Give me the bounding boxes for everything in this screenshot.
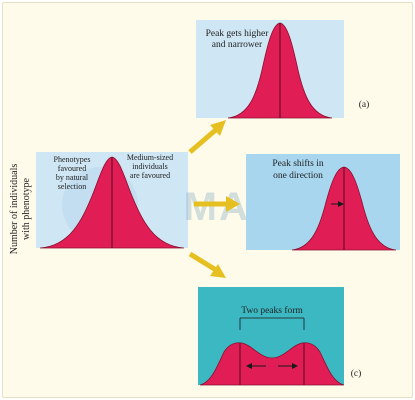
curve-c [199, 342, 345, 386]
label-medium-sized-1: Medium-sized [127, 153, 173, 162]
arrow-to-a [188, 120, 226, 154]
label-medium-sized-2: individuals [132, 162, 168, 171]
caption-b-line-1: Peak shifts in [272, 158, 323, 169]
caption-c: Two peaks form [241, 305, 303, 316]
split-arrowhead-c-left [246, 363, 252, 369]
shift-arrowhead-b [338, 201, 344, 207]
caption-a-line-1: Peak gets higher [206, 29, 270, 39]
label-phenotypes-favoured-1: Phenotypes [54, 155, 91, 164]
panel-a: Peak gets higher and narrower (a) [196, 20, 370, 119]
y-axis-title-line-2: with phenotype [21, 177, 32, 239]
label-phenotypes-favoured-4: selection [58, 182, 86, 191]
tag-c: (c) [351, 368, 362, 379]
panel-c: Two peaks form (c) [198, 287, 362, 386]
tag-a: (a) [359, 99, 370, 110]
caption-b-line-2: one direction [273, 171, 323, 181]
label-phenotypes-favoured-2: favoured [58, 164, 86, 173]
arrow-to-c [188, 251, 226, 278]
y-axis-title-line-1: Number of individuals [9, 164, 20, 255]
caption-a-line-2: and narrower [212, 40, 263, 50]
arrow-to-b [194, 196, 240, 212]
y-axis-title: Number of individuals with phenotype [9, 164, 32, 255]
split-arrowhead-c-right [292, 363, 298, 369]
panel-original: Phenotypes favoured by natural selection… [36, 152, 188, 249]
label-phenotypes-favoured-3: by natural [56, 173, 89, 182]
panel-b: Peak shifts in one direction [246, 154, 400, 251]
label-medium-sized-3: are favoured [130, 171, 170, 180]
